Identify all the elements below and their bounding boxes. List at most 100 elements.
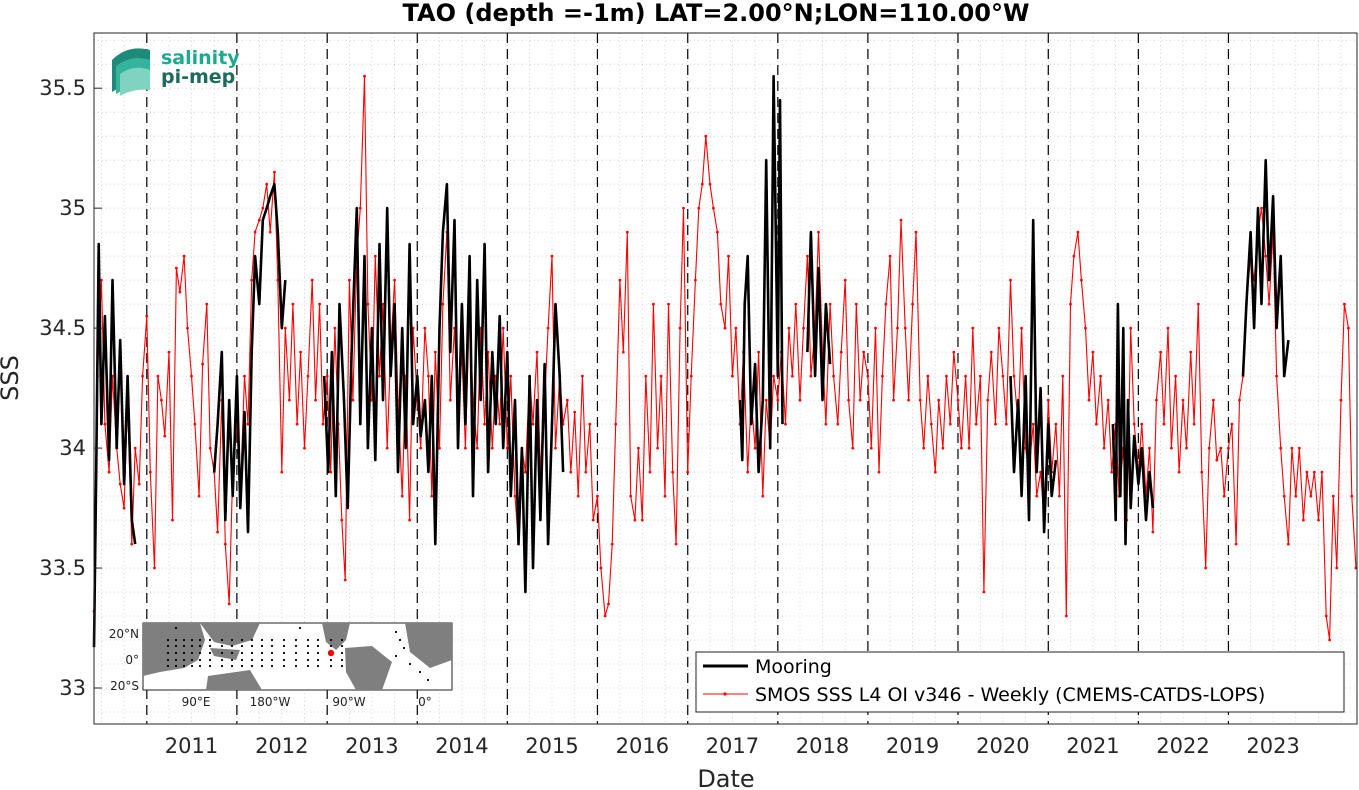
smos-point: [1039, 470, 1042, 474]
smos-point: [734, 326, 738, 330]
smos-point: [137, 482, 141, 486]
smos-point: [103, 422, 107, 426]
smos-point: [994, 422, 997, 426]
smos-point: [280, 470, 284, 474]
smos-point: [599, 566, 603, 570]
smos-point: [261, 206, 265, 210]
smos-point: [1275, 374, 1278, 378]
smos-point: [809, 374, 813, 378]
legend: Mooring SMOS SSS L4 OI v346 - Weekly (CM…: [695, 651, 1345, 713]
smos-point: [817, 230, 820, 234]
y-tick-label: 34.5: [39, 316, 86, 340]
smos-point: [1320, 470, 1324, 474]
x-tick-label: 2014: [435, 734, 488, 758]
smos-point: [1227, 446, 1230, 450]
salinity-pi-mep-logo: salinity pi-mep: [112, 47, 240, 96]
inset-station-dot: [329, 644, 333, 648]
smos-point: [393, 278, 396, 282]
inset-station-dot: [316, 664, 320, 668]
smos-point: [982, 590, 986, 594]
smos-point: [1290, 446, 1294, 450]
smos-point: [937, 398, 941, 402]
smos-point: [907, 398, 910, 402]
smos-point: [1294, 494, 1298, 498]
inset-station-dot: [174, 658, 178, 662]
smos-point: [956, 398, 960, 402]
smos-point: [325, 374, 329, 378]
smos-point: [1106, 398, 1110, 402]
logo-wave-icon: [112, 48, 150, 96]
inset-station-dot: [282, 658, 286, 662]
smos-point: [1069, 302, 1072, 306]
chart-title: TAO (depth =-1m) LAT=2.00°N;LON=110.00°W: [403, 0, 1030, 27]
smos-point: [1339, 398, 1343, 402]
smos-point: [941, 446, 945, 450]
inset-station-dot: [340, 644, 344, 648]
smos-point: [648, 470, 652, 474]
smos-point: [490, 446, 494, 450]
smos-point: [607, 602, 610, 606]
smos-point: [438, 446, 441, 450]
smos-point: [610, 542, 614, 546]
smos-point: [832, 374, 835, 378]
smos-point: [1264, 254, 1268, 258]
inset-station-dot: [408, 662, 412, 666]
smos-point: [156, 374, 160, 378]
x-tick-label: 2020: [976, 734, 1029, 758]
inset-station-dot: [250, 664, 254, 668]
smos-point: [1174, 374, 1177, 378]
inset-map: 20°N 0° 20°S 90°E 180°W 90°W 0°: [109, 622, 453, 709]
smos-point: [216, 530, 220, 534]
smos-point: [145, 314, 149, 318]
smos-point: [1162, 422, 1166, 426]
smos-point: [884, 302, 888, 306]
smos-point: [464, 446, 467, 450]
smos-point: [163, 434, 167, 438]
y-tick-labels: 33 33.5 34 34.5 35 35.5: [39, 76, 102, 700]
inset-station-dot: [340, 664, 344, 668]
x-tick-label: 2011: [165, 734, 218, 758]
inset-station-dot: [340, 638, 344, 642]
smos-point: [974, 422, 978, 426]
inset-station-dot: [294, 644, 298, 648]
smos-point: [321, 422, 325, 426]
smos-point: [1212, 398, 1215, 402]
x-tick-label: 2016: [616, 734, 669, 758]
smos-point: [373, 254, 377, 258]
smos-point: [1170, 446, 1173, 450]
inset-map-land: [143, 623, 452, 690]
smos-point: [911, 302, 914, 306]
smos-point: [881, 374, 884, 378]
smos-point: [686, 470, 690, 474]
x-tick-labels: 2011 2012 2013 2014 2015 2016 2017 2018 2019 2020…: [165, 734, 1300, 758]
y-tick-label: 34: [59, 436, 86, 460]
smos-point: [1140, 422, 1144, 426]
smos-point: [776, 398, 780, 402]
smos-point: [899, 218, 903, 222]
inset-station-dot: [190, 651, 194, 655]
inset-station-dot: [182, 664, 186, 668]
smos-point: [314, 398, 317, 402]
smos-point: [291, 302, 295, 306]
inset-station-dot: [230, 638, 234, 642]
smos-point: [498, 422, 502, 426]
smos-point: [671, 470, 675, 474]
smos-point: [378, 374, 381, 378]
inset-station-dot: [240, 658, 244, 662]
smos-point: [318, 302, 321, 306]
smos-point: [175, 266, 178, 270]
smos-point: [945, 374, 948, 378]
smos-point: [866, 374, 870, 378]
inset-station-dot: [260, 664, 264, 668]
smos-point: [862, 350, 866, 354]
smos-point: [633, 518, 637, 522]
smos-point: [306, 374, 310, 378]
smos-point: [888, 254, 892, 258]
smos-point: [363, 74, 366, 78]
series-smos: [92, 74, 1358, 642]
smos-point: [193, 422, 197, 426]
inset-station-dot: [329, 658, 333, 662]
smos-point: [1234, 542, 1238, 546]
x-tick-label: 2015: [525, 734, 578, 758]
smos-point: [531, 422, 535, 426]
